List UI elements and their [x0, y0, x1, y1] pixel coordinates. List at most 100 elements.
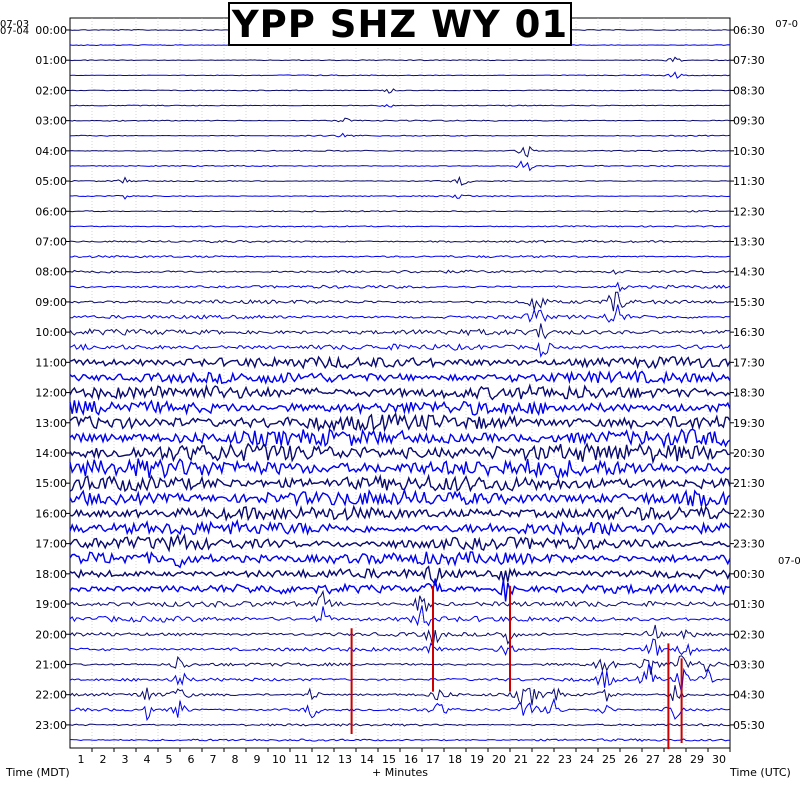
seismic-trace: [69, 663, 731, 694]
x-tick-label: 23: [558, 753, 572, 766]
x-tick-label: 25: [602, 753, 616, 766]
left-hour-label: 16:00: [35, 507, 67, 520]
right-hour-label: 22:30: [733, 507, 765, 520]
seismic-trace: [69, 145, 730, 158]
x-tick-label: 10: [272, 753, 286, 766]
right-hour-label: 08:30: [733, 84, 765, 97]
seismic-trace: [69, 723, 731, 727]
right-hour-label: 10:30: [733, 145, 765, 158]
left-hour-label: 10:00: [35, 326, 67, 339]
x-tick-label: 14: [360, 753, 374, 766]
right-hour-label: 21:30: [733, 477, 765, 490]
seismic-trace: [69, 383, 731, 401]
seismic-trace: [70, 738, 730, 742]
seismic-trace: [69, 578, 731, 602]
seismic-trace: [69, 117, 731, 123]
left-hour-label: 02:00: [35, 84, 67, 97]
seismic-trace: [69, 175, 731, 186]
seismic-trace: [69, 504, 731, 522]
right-hour-label: 18:30: [733, 387, 765, 400]
left-hour-label: 19:00: [35, 598, 67, 611]
left-hour-label: 06:00: [35, 205, 67, 218]
seismic-trace: [69, 269, 731, 275]
x-tick-label: 16: [404, 753, 418, 766]
x-tick-label: 20: [492, 753, 506, 766]
x-tick-label: 4: [144, 753, 151, 766]
left-hour-label: 21:00: [35, 658, 67, 671]
seismic-trace: [69, 399, 731, 416]
seismic-trace: [69, 210, 731, 213]
left-hour-label: 17:00: [35, 538, 67, 551]
seismic-trace: [69, 255, 731, 259]
chart-title: YPP SHZ WY 01: [231, 2, 569, 46]
x-tick-label: 17: [426, 753, 440, 766]
left-hour-label: 07:00: [35, 235, 67, 248]
x-tick-label: 1: [78, 753, 85, 766]
right-hour-label: 07:30: [733, 54, 765, 67]
seismic-trace: [69, 685, 731, 706]
left-hour-label: 09:00: [35, 296, 67, 309]
right-hour-label: 19:30: [733, 417, 765, 430]
x-tick-label: 26: [624, 753, 638, 766]
plot-frame: [69, 17, 731, 749]
left-hour-label: 03:00: [35, 115, 67, 128]
left-hour-label: 15:00: [35, 477, 67, 490]
seismic-trace: [69, 624, 731, 648]
seismic-trace: [69, 533, 731, 553]
x-tick-label: 7: [210, 753, 217, 766]
left-hour-label: 22:00: [35, 689, 67, 702]
seismic-trace: [69, 71, 731, 79]
seismic-trace: [69, 160, 731, 172]
right-hour-label: 00:30: [733, 568, 765, 581]
seismic-trace: [69, 323, 731, 340]
seismic-trace: [69, 56, 731, 63]
seismic-trace: [69, 589, 731, 612]
x-tick-label: 5: [166, 753, 173, 766]
right-hour-label: 20:30: [733, 447, 765, 460]
x-tick-label: 6: [188, 753, 195, 766]
seismic-trace: [69, 104, 730, 108]
x-tick-label: 27: [646, 753, 660, 766]
seismic-trace: [69, 132, 731, 138]
x-tick-label: 8: [232, 753, 239, 766]
seismic-trace: [69, 88, 731, 94]
right-hour-label: 05:30: [733, 719, 765, 732]
x-tick-label: 9: [254, 753, 261, 766]
seismic-trace: [69, 655, 731, 675]
right-hour-label: 15:30: [733, 296, 765, 309]
seismic-trace: [69, 565, 731, 587]
x-tick-label: 13: [338, 753, 352, 766]
chart-title-box: YPP SHZ WY 01: [228, 2, 572, 46]
right-hour-label: 06:30: [733, 24, 765, 37]
right-date-mid: 07-0: [778, 556, 800, 567]
left-hour-label: 14:00: [35, 447, 67, 460]
seismic-trace: [69, 487, 731, 508]
seismic-trace: [69, 291, 731, 312]
x-axis-label: + Minutes: [372, 766, 429, 779]
right-axis-label: Time (UTC): [730, 766, 791, 779]
left-hour-label: 18:00: [35, 568, 67, 581]
left-hour-label: 11:00: [35, 356, 67, 369]
x-tick-label: 22: [536, 753, 550, 766]
right-hour-label: 23:30: [733, 538, 765, 551]
right-hour-label: 11:30: [733, 175, 765, 188]
left-date-start: 07-04: [0, 26, 29, 37]
seismic-trace: [69, 428, 731, 449]
left-hour-label: 05:00: [35, 175, 67, 188]
seismic-trace: [69, 304, 731, 323]
seismic-trace: [69, 550, 731, 569]
x-tick-label: 15: [382, 753, 396, 766]
seismic-trace: [69, 697, 731, 722]
left-hour-label: 01:00: [35, 54, 67, 67]
left-hour-label: 12:00: [35, 387, 67, 400]
left-hour-label: 08:00: [35, 266, 67, 279]
left-hour-label: 20:00: [35, 628, 67, 641]
right-hour-label: 01:30: [733, 598, 765, 611]
x-tick-label: 19: [470, 753, 484, 766]
picks: [350, 585, 683, 750]
left-hour-label: 13:00: [35, 417, 67, 430]
right-hour-label: 14:30: [733, 266, 765, 279]
right-hour-label: 09:30: [733, 115, 765, 128]
seismic-trace: [69, 605, 731, 627]
